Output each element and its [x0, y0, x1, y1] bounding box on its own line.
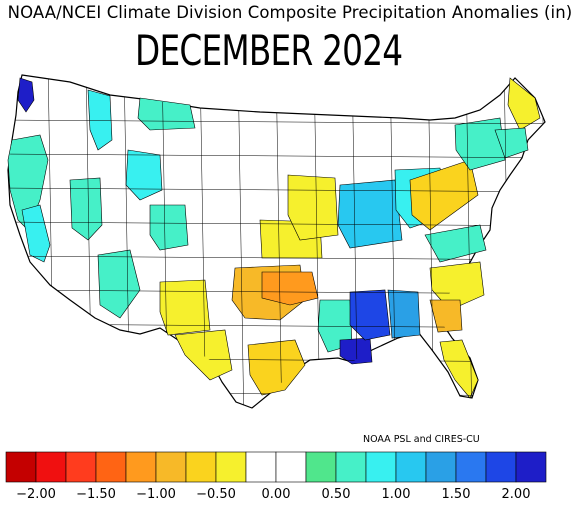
legend-swatch — [335, 451, 367, 483]
legend-swatch — [485, 451, 517, 483]
legend-swatch — [215, 451, 247, 483]
legend-swatch — [245, 451, 277, 483]
legend-tick-label: −2.00 — [16, 487, 56, 502]
legend-swatch — [455, 451, 487, 483]
legend-swatch — [125, 451, 157, 483]
legend-swatch — [515, 451, 547, 483]
climate-division-idaho-panhandle — [87, 89, 113, 151]
legend-swatch — [275, 451, 307, 483]
climate-division-appalachians — [409, 159, 479, 231]
legend-tick-label: 2.00 — [502, 487, 531, 502]
climate-division-new-mexico-east — [159, 279, 211, 336]
legend-tick-label: 1.50 — [442, 487, 471, 502]
legend-tick-label: 0.00 — [262, 487, 291, 502]
legend-tick-label: 0.50 — [322, 487, 351, 502]
legend-tick-label: 1.00 — [382, 487, 411, 502]
climate-division-arizona-south — [97, 249, 141, 319]
map-title: NOAA/NCEI Climate Division Composite Pre… — [7, 3, 573, 22]
legend-swatch — [155, 451, 187, 483]
legend-swatch — [95, 451, 127, 483]
legend-swatch — [305, 451, 337, 483]
climate-division-new-england-coast — [494, 127, 529, 159]
climate-division-nevada-east — [69, 177, 103, 241]
climate-division-georgia-east — [429, 299, 463, 333]
climate-division-florida-peninsula — [439, 339, 479, 399]
legend-tick-label: −0.50 — [196, 487, 236, 502]
legend-swatch — [395, 451, 427, 483]
data-credit: NOAA PSL and CIRES-CU — [363, 434, 480, 445]
legend-swatch — [185, 451, 217, 483]
legend-swatch — [5, 451, 37, 483]
climate-division-iowa-missouri — [287, 174, 339, 241]
map-subtitle: DECEMBER 2024 — [135, 26, 403, 75]
boundary-line — [8, 187, 545, 193]
boundary-line — [541, 75, 545, 408]
boundary-line — [8, 119, 545, 125]
climate-division-texas-west — [174, 329, 233, 381]
legend-swatch — [365, 451, 397, 483]
climate-division-california-central — [21, 204, 51, 263]
climate-division-colorado-west — [149, 204, 189, 251]
climate-division-maine-north — [507, 77, 541, 131]
color-legend: −2.00 −1.50 −1.00 −0.50 0.00 0.50 1.00 1.50 2.00 — [5, 451, 547, 502]
climate-division-montana-central — [137, 97, 196, 131]
boundary-line — [8, 391, 545, 397]
climate-division-texas-south — [247, 339, 306, 396]
boundary-line — [8, 153, 545, 159]
climate-division-alabama — [387, 289, 421, 339]
climate-division-mississippi — [349, 289, 391, 341]
legend-swatch — [425, 451, 457, 483]
climate-division-virginia — [424, 224, 487, 263]
boundary-line — [8, 221, 545, 227]
climate-division-oklahoma-east — [261, 271, 319, 306]
boundary-line — [465, 75, 473, 408]
legend-swatch — [65, 451, 97, 483]
climate-division-utah-north — [125, 149, 163, 201]
climate-division-washington-coast — [17, 77, 35, 113]
legend-tick-label: −1.50 — [76, 487, 116, 502]
legend-swatch — [35, 451, 67, 483]
precipitation-anomaly-map — [7, 74, 546, 409]
legend-tick-label: −1.00 — [136, 487, 176, 502]
